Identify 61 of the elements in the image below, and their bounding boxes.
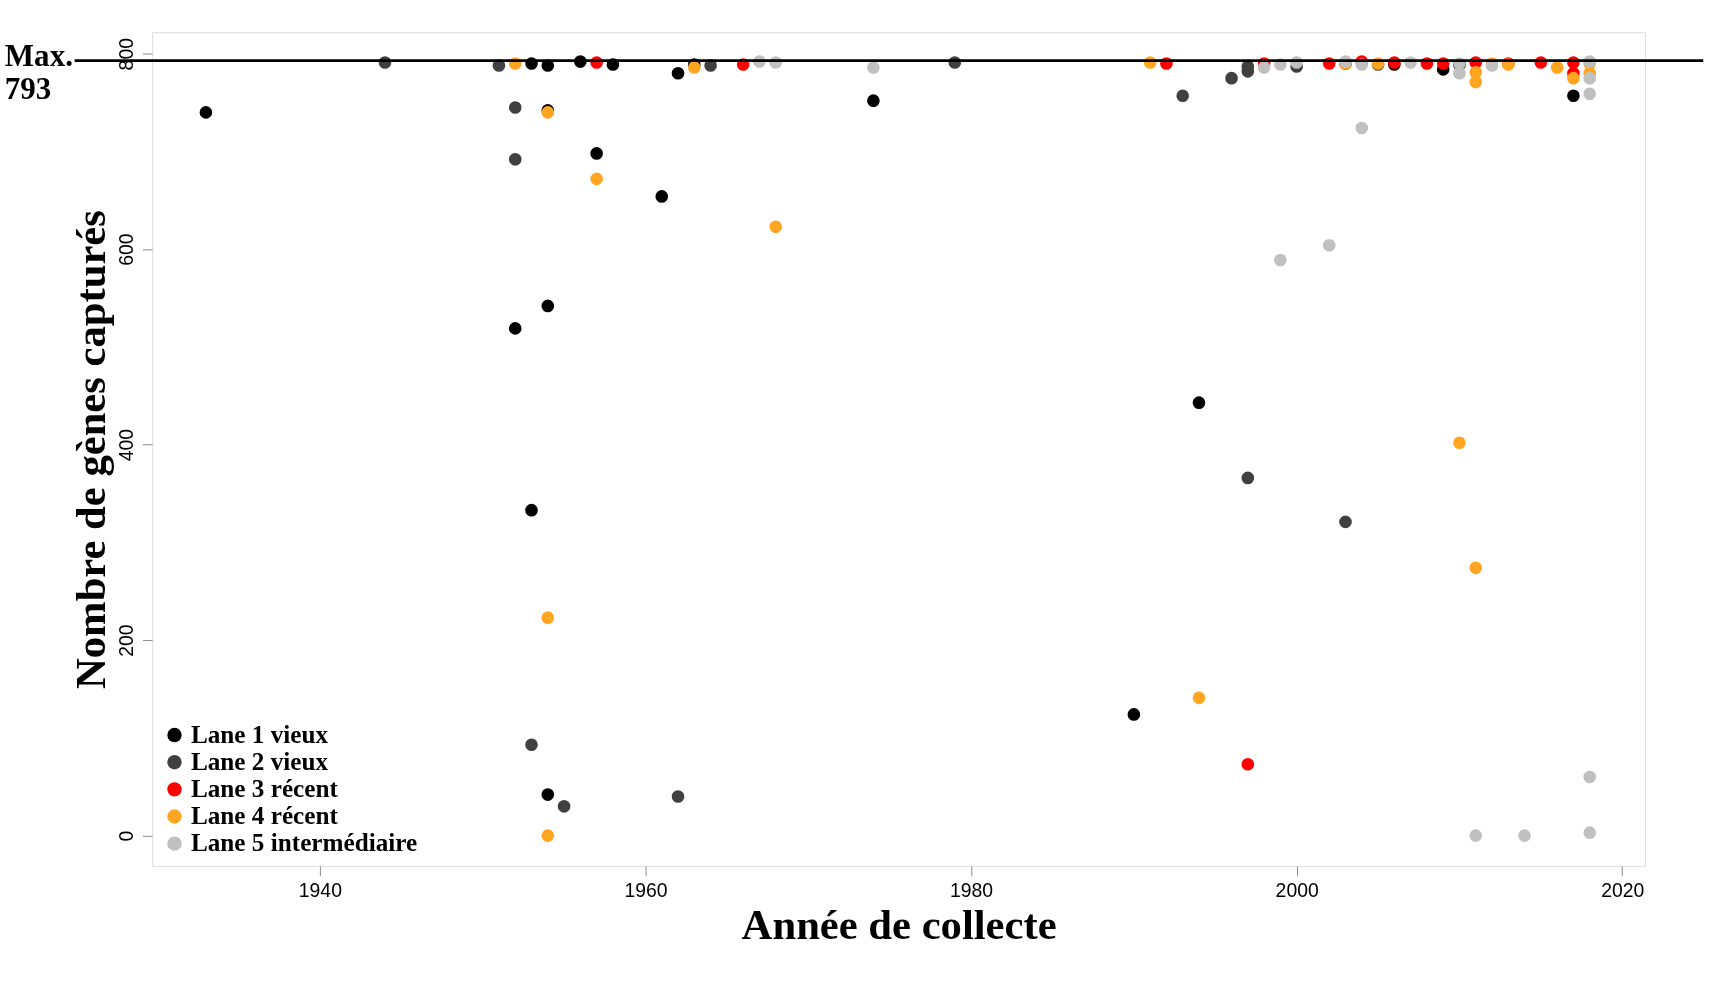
x-axis-title: Année de collecte: [741, 901, 1057, 949]
point: [525, 738, 538, 752]
point: [508, 153, 522, 166]
point: [1453, 436, 1466, 450]
point: [557, 800, 571, 813]
point: [769, 220, 783, 234]
point: [541, 299, 555, 313]
point: [1469, 75, 1483, 89]
y-tick-label: 800: [115, 37, 138, 71]
legend-label: Lane 1 vieux: [190, 720, 329, 748]
point: [1583, 770, 1597, 784]
point: [1567, 71, 1580, 85]
point: [1518, 829, 1531, 842]
x-tick-label: 2000: [1275, 879, 1319, 902]
legend-label: Lane 5 intermédiaire: [190, 829, 418, 857]
point: [1469, 829, 1483, 842]
legend-label: Lane 3 récent: [190, 775, 339, 803]
point: [508, 101, 522, 114]
point: [1339, 515, 1352, 529]
point: [1192, 691, 1206, 705]
point: [1583, 826, 1597, 839]
point: [1355, 121, 1369, 135]
y-tick-label: 0: [115, 830, 138, 842]
point: [867, 61, 880, 74]
point: [1241, 757, 1255, 771]
point: [671, 66, 685, 80]
x-tick-label: 1940: [298, 879, 343, 902]
point: [671, 790, 685, 803]
point: [1257, 61, 1271, 74]
point: [1322, 239, 1336, 252]
x-tick-label: 1960: [624, 879, 668, 902]
point: [1583, 87, 1597, 101]
point: [1550, 61, 1564, 74]
point: [590, 147, 603, 160]
point: [1241, 471, 1255, 485]
point: [1274, 253, 1287, 267]
point: [541, 611, 555, 624]
y-tick-label: 600: [115, 233, 138, 266]
point: [1567, 89, 1580, 103]
point: [1176, 89, 1190, 103]
legend-label: Lane 4 récent: [190, 802, 339, 830]
y-tick-label: 400: [115, 428, 138, 462]
point: [525, 503, 538, 517]
x-tick-label: 2020: [1601, 879, 1645, 902]
point: [541, 829, 555, 842]
y-tick-label: 200: [115, 624, 138, 657]
point: [1225, 71, 1238, 85]
point: [1192, 396, 1206, 409]
legend-label: Lane 2 vieux: [190, 747, 329, 775]
x-tick-label: 1980: [950, 879, 994, 902]
y-axis-title: Nombre de gènes capturés: [67, 210, 115, 689]
point: [867, 94, 880, 107]
point: [541, 788, 555, 801]
point: [590, 172, 603, 186]
point: [1583, 71, 1597, 85]
point: [1127, 708, 1141, 721]
point: [655, 190, 669, 203]
point: [199, 106, 213, 119]
point: [1469, 561, 1483, 575]
ref-line-label: Max. 793: [4, 38, 73, 107]
point: [508, 322, 522, 335]
